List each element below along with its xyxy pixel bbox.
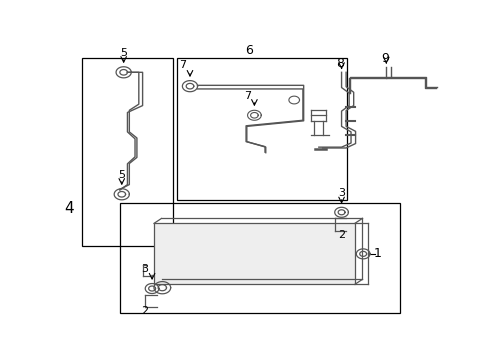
Text: 7: 7	[179, 60, 186, 70]
Bar	[120, 203, 400, 314]
Text: 2: 2	[337, 230, 345, 240]
Bar	[176, 58, 346, 200]
Text: 3: 3	[337, 188, 345, 198]
Bar	[154, 223, 354, 284]
Text: 1: 1	[373, 247, 381, 260]
Text: 7: 7	[244, 91, 251, 102]
Text: 4: 4	[64, 201, 74, 216]
Text: 9: 9	[381, 52, 388, 65]
Text: 3: 3	[141, 264, 148, 274]
Text: 5: 5	[120, 49, 127, 58]
Text: 5: 5	[118, 170, 125, 180]
Text: 2: 2	[141, 306, 148, 316]
Bar	[82, 58, 173, 246]
Text: 8: 8	[335, 58, 343, 71]
Text: 6: 6	[244, 44, 252, 57]
